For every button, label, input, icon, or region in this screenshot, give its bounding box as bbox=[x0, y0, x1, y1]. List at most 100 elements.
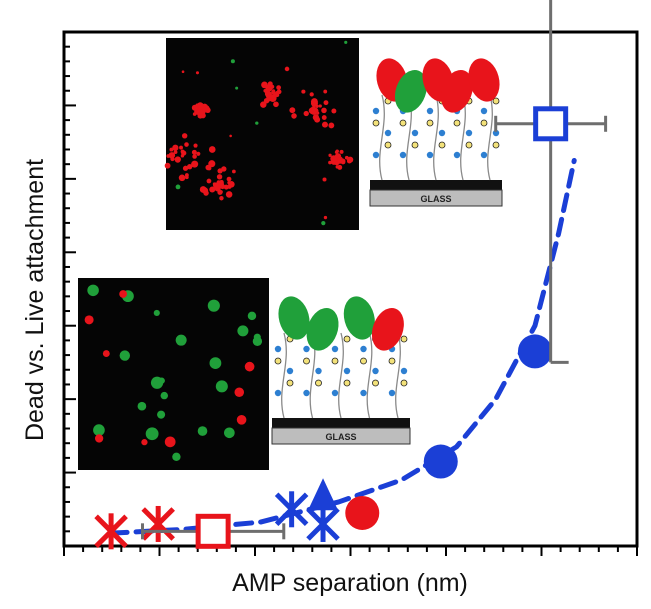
scattered-cell-dot bbox=[321, 221, 326, 226]
ring-node bbox=[331, 357, 339, 365]
peptide-ellipse bbox=[278, 296, 310, 340]
polymer-chain bbox=[487, 94, 493, 181]
scattered-cell-dot bbox=[181, 70, 185, 74]
top-schematic: GLASS bbox=[369, 58, 503, 207]
linker-node bbox=[426, 151, 434, 159]
linker-node bbox=[360, 389, 367, 397]
ring-node bbox=[388, 357, 396, 365]
green-cell-dot bbox=[153, 309, 160, 317]
red-cell-dot bbox=[174, 156, 181, 163]
peptide-ellipse bbox=[306, 307, 339, 351]
green-cell-dot bbox=[87, 284, 99, 297]
red-cell-dot bbox=[328, 122, 335, 129]
red-cell-dot bbox=[261, 81, 268, 89]
top-micrograph bbox=[166, 38, 359, 230]
scattered-cell-dot bbox=[255, 121, 259, 125]
filled-triangle-marker bbox=[308, 478, 339, 511]
green-cell-dot bbox=[175, 334, 187, 346]
red-cell-dot bbox=[181, 133, 188, 139]
red-cell-dot bbox=[184, 175, 189, 180]
ring-node bbox=[286, 379, 294, 387]
linker-node bbox=[360, 345, 367, 353]
red-cell-dot bbox=[276, 85, 281, 90]
ring-node bbox=[426, 119, 434, 127]
bottom-schematic: GLASS bbox=[271, 296, 411, 445]
red-cell-dot bbox=[331, 108, 337, 114]
red-cell-dot bbox=[275, 93, 280, 97]
red-cell-dot bbox=[206, 178, 212, 184]
linker-node bbox=[303, 389, 310, 397]
x-axis-label: AMP separation (nm) bbox=[232, 569, 468, 597]
red-cell-dot bbox=[331, 157, 338, 163]
red-cell-dot bbox=[119, 290, 128, 298]
linker-node bbox=[372, 367, 379, 375]
red-cell-dot bbox=[164, 436, 176, 448]
red-cell-dot bbox=[227, 180, 231, 185]
red-cell-dot bbox=[192, 112, 197, 116]
ring-node bbox=[492, 97, 500, 105]
red-cell-dot bbox=[337, 164, 343, 170]
red-cell-dot bbox=[94, 434, 104, 443]
ring-node bbox=[315, 379, 322, 387]
linker-node bbox=[303, 345, 310, 353]
red-cell-dot bbox=[337, 154, 342, 158]
ring-node bbox=[303, 357, 310, 365]
scattered-cell-dot bbox=[322, 177, 327, 182]
red-cell-dot bbox=[198, 105, 204, 110]
red-cell-dot bbox=[328, 160, 332, 165]
linker-node bbox=[388, 389, 396, 397]
asterisk-marker bbox=[306, 505, 340, 542]
green-cell-dot bbox=[137, 401, 147, 411]
linker-node bbox=[438, 129, 446, 137]
red-cell-dot bbox=[344, 155, 349, 160]
filled-circle-marker bbox=[517, 334, 552, 369]
red-cell-dot bbox=[84, 315, 94, 325]
glass-label: GLASS bbox=[420, 194, 451, 204]
red-cell-dot bbox=[192, 154, 197, 159]
red-cell-dot bbox=[335, 149, 339, 154]
asterisk-marker bbox=[141, 505, 175, 542]
filled-circle-marker bbox=[423, 444, 458, 479]
scattered-cell-dot bbox=[284, 66, 290, 72]
red-cell-dot bbox=[208, 160, 216, 168]
scattered-cell-dot bbox=[323, 215, 328, 220]
red-cell-dot bbox=[341, 160, 345, 165]
red-cell-dot bbox=[196, 109, 204, 116]
linker-node bbox=[480, 151, 488, 159]
red-cell-dot bbox=[204, 106, 210, 111]
red-cell-dot bbox=[236, 415, 247, 425]
red-cell-dot bbox=[196, 151, 201, 156]
peptide-ellipse bbox=[440, 69, 473, 113]
linker-node bbox=[411, 129, 419, 137]
green-cell-dot bbox=[197, 426, 208, 436]
red-cell-dot bbox=[186, 163, 193, 170]
red-cell-dot bbox=[179, 145, 183, 150]
red-cell-dot bbox=[191, 160, 199, 168]
red-cell-dot bbox=[264, 91, 271, 97]
glass-top bbox=[370, 180, 502, 190]
scattered-cell-dot bbox=[230, 59, 235, 64]
scattered-cell-dot bbox=[235, 86, 239, 90]
red-cell-dot bbox=[289, 107, 296, 114]
scattered-cell-dot bbox=[344, 40, 348, 44]
red-cell-dot bbox=[213, 182, 219, 189]
red-cell-dot bbox=[267, 81, 273, 87]
red-cell-dot bbox=[339, 149, 344, 154]
red-cell-dot bbox=[182, 165, 189, 171]
green-cell-dot bbox=[237, 325, 249, 337]
linker-node bbox=[274, 345, 282, 353]
linker-node bbox=[315, 367, 322, 375]
red-cell-dot bbox=[328, 153, 332, 157]
ring-node bbox=[384, 141, 392, 149]
red-cell-dot bbox=[216, 174, 223, 180]
linker-node bbox=[331, 389, 339, 397]
red-cell-dot bbox=[312, 114, 320, 121]
glass-top bbox=[272, 418, 410, 428]
polymer-chain bbox=[379, 94, 385, 181]
red-cell-dot bbox=[191, 149, 197, 155]
red-cell-dot bbox=[244, 361, 255, 372]
red-cell-dot bbox=[219, 190, 223, 194]
red-cell-dot bbox=[291, 113, 297, 119]
peptide-ellipse bbox=[343, 296, 375, 340]
red-cell-dot bbox=[309, 92, 314, 97]
